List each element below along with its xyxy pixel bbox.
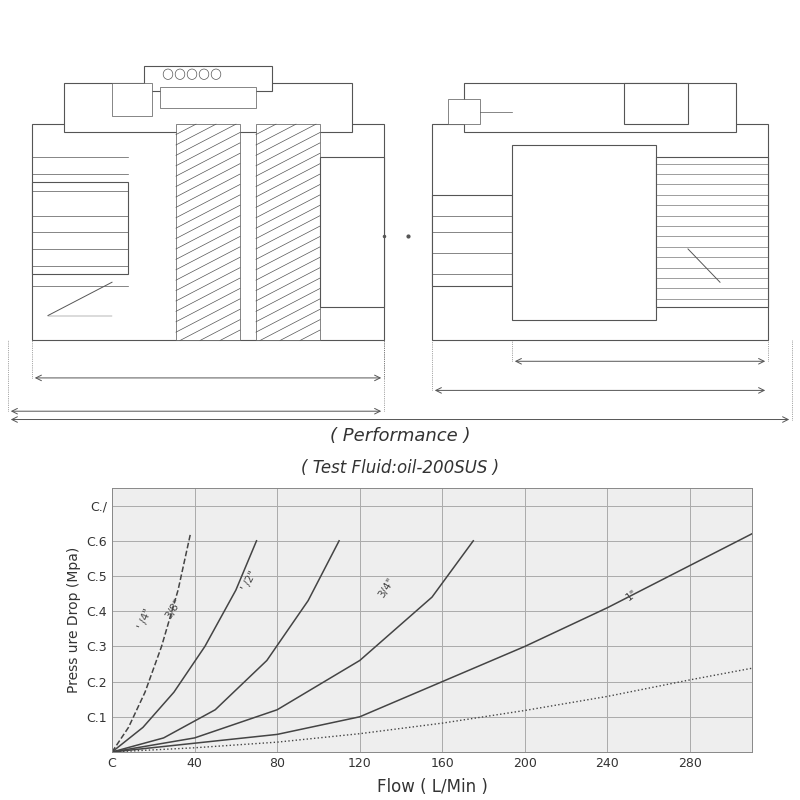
Ellipse shape (187, 69, 197, 79)
Ellipse shape (163, 69, 173, 79)
Text: ( Test Fluid:oil-200SUS ): ( Test Fluid:oil-200SUS ) (301, 459, 499, 477)
Bar (512, 145, 656, 320)
Bar (144, 66, 272, 91)
Ellipse shape (199, 69, 209, 79)
Text: ( Performance ): ( Performance ) (330, 427, 470, 445)
Bar (464, 82, 736, 133)
X-axis label: Flow ( L/Min ): Flow ( L/Min ) (377, 778, 487, 796)
Y-axis label: Press ure Drop (Mpa): Press ure Drop (Mpa) (67, 547, 81, 693)
Bar (32, 182, 128, 274)
Bar (256, 124, 320, 341)
Ellipse shape (175, 69, 185, 79)
Bar (32, 124, 384, 341)
Text: ' /2": ' /2" (240, 569, 258, 592)
Bar (160, 86, 256, 107)
Bar (176, 124, 240, 341)
Bar (448, 99, 480, 124)
Bar (432, 195, 512, 286)
Bar (432, 124, 768, 341)
Bar (320, 158, 384, 307)
Text: 3/8": 3/8" (164, 597, 183, 620)
Bar (64, 82, 352, 133)
Ellipse shape (211, 69, 221, 79)
Text: 1": 1" (624, 588, 639, 602)
Bar (656, 158, 768, 307)
Text: ' /4": ' /4" (137, 607, 154, 630)
Text: 3/4": 3/4" (376, 575, 396, 599)
Bar (624, 82, 688, 124)
Bar (112, 82, 152, 116)
